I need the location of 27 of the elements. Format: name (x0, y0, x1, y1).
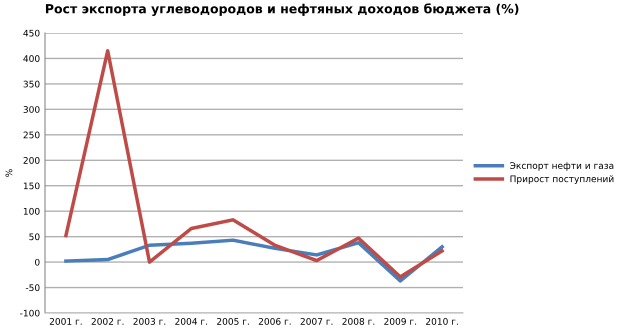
y-tick-label: 100 (24, 208, 40, 215)
x-tick-label: 2003 г. (133, 318, 166, 325)
x-tick-label: 2006 г. (258, 318, 291, 325)
y-tick-label: 400 (23, 55, 40, 62)
y-tick-label: 0 (34, 258, 40, 266)
y-tick-label: 300 (24, 106, 40, 113)
x-tick-label: 2002 г. (92, 318, 124, 325)
x-tick-label: 2010 г. (426, 318, 458, 325)
x-tick-label: 2009 г. (384, 318, 416, 325)
legend-label: Прирост поступлений (510, 175, 614, 184)
y-tick-label: 150 (24, 182, 40, 190)
y-tick-label: -50 (26, 284, 40, 292)
x-tick-label: 2001 г. (50, 318, 82, 325)
y-tick-label: -100 (20, 310, 40, 317)
x-tick-label: 2008 г. (342, 318, 374, 325)
y-axis-title: % (6, 169, 12, 177)
y-tick-label: 250 (24, 132, 40, 138)
x-tick-label: 2007 г. (300, 318, 332, 325)
line-series (64, 49, 444, 279)
y-tick-label: 200 (24, 157, 40, 164)
x-tick-label: 2005 г. (217, 318, 249, 325)
legend-label: Экспорт нефти и газа (510, 162, 614, 171)
chart-title: Рост экспорта углеводородов и нефтяных доходов бюджета (%) (46, 3, 518, 16)
y-tick-label: 50 (29, 233, 40, 240)
y-tick-label: 350 (24, 80, 40, 88)
x-tick-label: 2004 г. (175, 318, 208, 325)
y-tick-label: 450 (23, 30, 40, 37)
